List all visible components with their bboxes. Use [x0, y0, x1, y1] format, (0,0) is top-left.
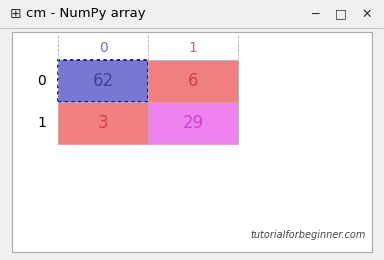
- Bar: [148, 60, 238, 102]
- Text: ─: ─: [311, 8, 319, 21]
- Text: 1: 1: [189, 41, 197, 55]
- Text: 1: 1: [38, 116, 46, 130]
- Bar: [148, 102, 238, 144]
- Text: 62: 62: [93, 72, 114, 90]
- Bar: [58, 102, 148, 144]
- Text: 0: 0: [99, 41, 108, 55]
- Text: ✕: ✕: [362, 8, 372, 21]
- Text: tutorialforbeginner.com: tutorialforbeginner.com: [251, 230, 366, 240]
- Text: cm - NumPy array: cm - NumPy array: [26, 8, 146, 21]
- Text: 0: 0: [38, 74, 46, 88]
- Text: 3: 3: [98, 114, 108, 132]
- Bar: [58, 60, 148, 102]
- Text: ⊞: ⊞: [10, 7, 22, 21]
- Text: 29: 29: [182, 114, 204, 132]
- Text: □: □: [335, 8, 347, 21]
- Bar: [12, 32, 372, 252]
- Text: 6: 6: [188, 72, 198, 90]
